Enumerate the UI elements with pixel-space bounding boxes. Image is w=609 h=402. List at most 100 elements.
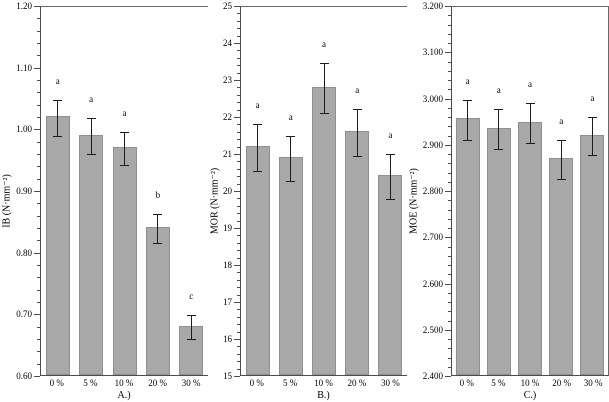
significance-letter-5pct: a — [496, 84, 501, 95]
y-major-tick — [34, 191, 40, 192]
y-minor-tick — [237, 35, 240, 37]
y-minor-tick — [237, 220, 240, 222]
y-major-tick — [445, 98, 451, 100]
y-minor-tick — [37, 289, 40, 291]
error-bar-line — [591, 116, 593, 157]
y-tick-label: 2.600 — [422, 278, 443, 289]
y-minor-tick — [237, 50, 240, 52]
y-minor-tick — [237, 294, 240, 296]
bar-0pct — [455, 118, 480, 376]
bar-30pct — [580, 134, 605, 376]
y-minor-tick — [37, 203, 40, 205]
significance-letter-30pct: a — [388, 130, 393, 141]
y-minor-tick — [448, 15, 451, 17]
y-major-tick — [234, 6, 240, 7]
x-tick-label: 10 % — [520, 378, 540, 389]
significance-letter-20pct: a — [355, 84, 360, 95]
y-minor-tick — [237, 87, 240, 89]
y-minor-tick — [37, 326, 40, 328]
y-minor-tick — [237, 346, 240, 348]
error-bar-20pct — [352, 108, 362, 157]
y-minor-tick — [37, 240, 40, 242]
y-minor-tick — [37, 277, 40, 279]
plot-column-a: a a a b c 0 % 5 % 10 % 20 % 30 % A.) — [40, 0, 208, 402]
significance-letter-10pct: a — [528, 78, 532, 89]
error-bar-line — [498, 108, 500, 151]
bar-5pct — [79, 134, 104, 376]
y-minor-tick — [237, 183, 240, 185]
y-major-tick — [34, 314, 40, 316]
significance-letter-10pct: a — [322, 39, 326, 50]
error-bar-20pct — [556, 139, 566, 180]
y-major-tick — [34, 376, 40, 377]
bar-5pct — [486, 127, 511, 376]
plot-area-a: a a a b c — [40, 6, 208, 377]
y-minor-tick — [237, 235, 240, 237]
y-minor-tick — [37, 228, 40, 229]
plot-area-b: a a a a a — [240, 6, 407, 377]
bar-20pct — [145, 227, 170, 376]
panel-caption-b: B.) — [317, 390, 330, 402]
y-minor-tick — [237, 272, 240, 274]
error-bar-0pct — [463, 99, 473, 142]
y-major-tick — [234, 265, 240, 266]
significance-letter-30pct: c — [189, 291, 194, 302]
y-minor-tick — [448, 357, 451, 359]
y-tick-label: 0.60 — [16, 371, 32, 381]
y-tick-label: 1.10 — [16, 62, 32, 73]
y-minor-tick — [448, 154, 451, 155]
y-minor-tick — [237, 368, 240, 370]
y-major-tick — [445, 191, 451, 192]
y-minor-tick — [237, 205, 240, 207]
y-minor-tick — [448, 339, 451, 340]
error-bar-line — [157, 213, 159, 245]
error-bar-cap — [86, 154, 96, 155]
x-axis-labels-c: 0 % 5 % 10 % 20 % 30 % — [451, 376, 609, 390]
significance-letter-30pct: a — [590, 92, 595, 103]
error-bar-cap — [385, 199, 395, 201]
y-minor-tick — [237, 353, 240, 355]
y-major-tick — [234, 376, 240, 377]
y-tick-label: 3.000 — [422, 93, 443, 104]
error-bar-5pct — [286, 135, 296, 182]
y-minor-tick — [37, 104, 40, 106]
y-minor-tick — [448, 246, 451, 248]
x-tick-label: 0 % — [49, 378, 64, 389]
y-major-tick — [34, 6, 40, 7]
significance-letter-5pct: a — [89, 94, 94, 104]
bar-0pct — [45, 116, 70, 376]
error-bar-cap — [153, 243, 163, 245]
y-minor-tick — [448, 218, 451, 220]
x-tick-label: 0 % — [459, 378, 474, 389]
bar-0pct — [245, 145, 270, 376]
y-major-tick — [234, 339, 240, 340]
error-bar-cap — [253, 123, 263, 125]
y-tick-label: 2.400 — [422, 371, 443, 381]
significance-letter-0pct: a — [465, 75, 470, 86]
y-tick-label: 19 — [223, 223, 232, 233]
y-major-tick — [445, 6, 451, 7]
y-major-tick — [445, 144, 451, 146]
y-major-tick — [234, 154, 240, 155]
bar-30pct — [378, 175, 403, 376]
y-minor-tick — [37, 55, 40, 57]
y-minor-tick — [37, 265, 40, 266]
y-tick-label: 2.900 — [422, 139, 443, 150]
y-minor-tick — [237, 316, 240, 318]
y-axis-a: 1.20 1.10 1.00 0.90 0.80 0.70 0.60 — [14, 0, 40, 402]
error-bar-cap — [53, 99, 63, 101]
error-bar-line — [529, 102, 531, 145]
plot-area-c: a a a a a — [451, 6, 609, 377]
y-minor-tick — [237, 279, 240, 281]
y-minor-tick — [37, 117, 40, 118]
panel-caption-c: C.) — [523, 390, 537, 402]
y-minor-tick — [448, 181, 451, 183]
y-major-tick — [234, 228, 240, 229]
error-bar-line — [57, 99, 59, 137]
y-tick-label: 18 — [223, 260, 232, 270]
error-bar-cap — [253, 170, 263, 172]
y-tick-label: 15 — [223, 371, 232, 381]
x-tick-label: 30 % — [380, 378, 400, 389]
y-minor-tick — [448, 24, 451, 26]
